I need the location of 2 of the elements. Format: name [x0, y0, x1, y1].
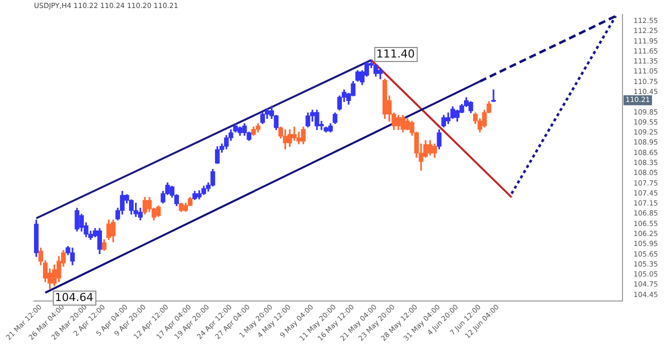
annotation: 111.40	[376, 47, 415, 60]
annotation: 104.64	[54, 290, 94, 304]
